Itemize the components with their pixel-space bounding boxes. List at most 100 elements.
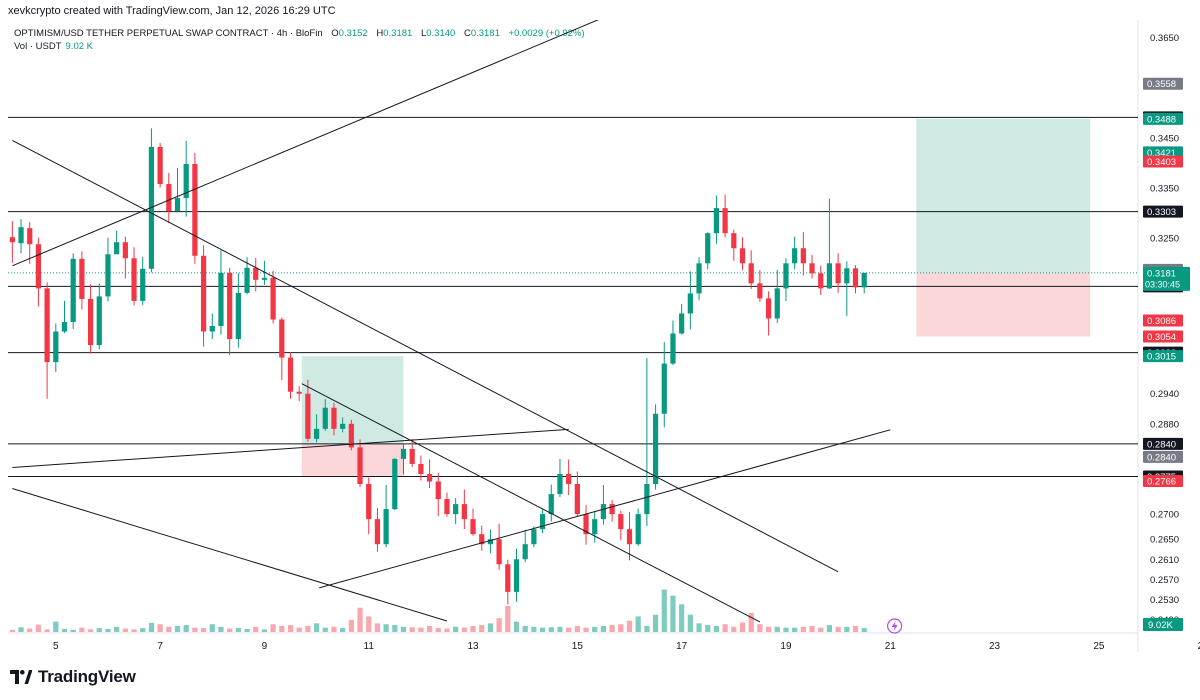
x-tick-label: 19: [780, 641, 792, 652]
candle-body: [783, 263, 789, 289]
volume-bar: [748, 612, 754, 632]
candle-body: [409, 448, 415, 464]
price-chart[interactable]: 0.3650 0.3450 0.3350 0.3250 0.2940 0.2880 0.27…: [0, 20, 1200, 660]
candle-body: [835, 263, 841, 284]
volume-bar: [818, 627, 824, 632]
volume-bar: [765, 626, 772, 632]
volume-bar: [618, 624, 624, 632]
candle-body: [479, 534, 485, 545]
candle-body: [253, 267, 259, 280]
candle-body: [70, 258, 76, 322]
volume-bar: [609, 625, 615, 632]
price-label-box: [1143, 205, 1183, 218]
candle-body: [652, 413, 659, 485]
volume-bar: [852, 625, 859, 632]
volume-bar: [279, 625, 285, 632]
volume-bar: [844, 626, 850, 632]
candle-body: [792, 248, 798, 264]
y-tick-label: 0.3650: [1150, 33, 1179, 44]
x-tick-label: 23: [989, 641, 1001, 652]
candle-body: [435, 481, 441, 500]
candle-body: [496, 539, 502, 565]
volume-bar: [270, 624, 276, 632]
candle-body: [574, 484, 580, 515]
candle-body: [426, 473, 433, 482]
candle-body: [739, 248, 746, 264]
open-value: 0.3152: [338, 28, 368, 39]
volume-bar: [235, 628, 241, 632]
close-value: 0.3181: [470, 28, 500, 39]
volume-bar: [722, 624, 728, 632]
candle-body: [548, 494, 554, 515]
y-tick-label: 0.2610: [1150, 555, 1179, 566]
volume-bar: [53, 621, 59, 632]
volume-bar: [87, 629, 94, 632]
current-price-label: 0.3181: [1147, 268, 1176, 279]
volume-bar: [800, 626, 806, 632]
close-label: C: [463, 28, 471, 39]
candle-body: [209, 326, 215, 332]
price-label: 0.2840: [1147, 439, 1176, 450]
price-label-box: [1143, 450, 1183, 463]
candle-body: [748, 263, 754, 284]
volume-label[interactable]: Vol · USDT: [14, 41, 62, 52]
volume-bar: [148, 622, 155, 632]
price-label-box: [1143, 475, 1183, 488]
candle-body: [27, 228, 33, 245]
volume-bar: [696, 623, 702, 632]
candle-body: [383, 509, 389, 545]
volume-bar: [757, 624, 763, 632]
candle-body: [244, 267, 250, 293]
trendline-5: [301, 383, 761, 623]
volume-bar: [157, 624, 163, 632]
volume-bar: [366, 616, 372, 632]
volume-bar: [592, 626, 598, 632]
x-tick-label: 21: [885, 641, 897, 652]
candle-body: [539, 514, 546, 530]
volume-bar: [505, 606, 511, 632]
candle-body: [522, 544, 528, 560]
price-change: +0.0029 (+0.92%): [508, 28, 585, 39]
x-tick-label: 25: [1093, 641, 1105, 652]
volume-bar: [426, 625, 433, 632]
volume-bar: [331, 626, 337, 632]
candle-body: [18, 227, 24, 244]
candle-body: [366, 484, 372, 520]
volume-bar: [209, 624, 215, 632]
x-tick-label: 7: [157, 641, 163, 652]
candle-body: [757, 283, 763, 299]
x-tick-label: 9: [262, 641, 268, 652]
volume-bar: [513, 621, 520, 632]
price-label: 0.3086: [1147, 316, 1176, 327]
volume-bar: [809, 625, 815, 632]
price-label: 0.3488: [1147, 114, 1176, 125]
volume-bar: [453, 626, 459, 632]
low-label: L: [420, 28, 427, 39]
legend-ohlc-row: OPTIMISM/USD TETHER PERPETUAL SWAP CONTR…: [14, 27, 585, 40]
candle-body: [357, 447, 363, 485]
volume-bar: [687, 614, 693, 632]
volume-bar: [9, 629, 15, 632]
candle-body: [305, 393, 311, 439]
x-tick-label: 11: [364, 641, 375, 652]
candle-body: [609, 504, 615, 515]
candle-body: [696, 263, 702, 294]
volume-bar: [435, 628, 441, 632]
candle-body: [79, 258, 85, 299]
candle-body: [183, 163, 189, 199]
candle-body: [679, 313, 685, 334]
candle-body: [461, 504, 467, 520]
candle-body: [200, 255, 207, 332]
candle-body: [687, 293, 693, 314]
candle-body: [322, 407, 328, 429]
candle-body: [53, 331, 59, 363]
candle-body: [287, 357, 294, 392]
volume-bar: [652, 614, 659, 632]
y-tick-label: 0.3450: [1150, 133, 1179, 144]
trendline-4: [319, 429, 891, 589]
current-price-box: [1143, 266, 1190, 291]
symbol-name[interactable]: OPTIMISM/USD TETHER PERPETUAL SWAP CONTR…: [14, 28, 323, 39]
legend-volume-row: Vol · USDT 9.02 K: [14, 40, 585, 53]
x-tick-label: 13: [467, 641, 479, 652]
candle-body: [557, 473, 563, 495]
